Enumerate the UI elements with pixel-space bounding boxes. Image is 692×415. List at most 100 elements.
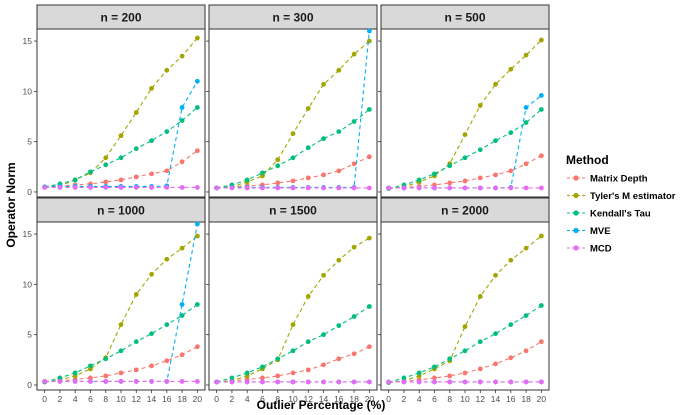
- x-tick-label: 20: [365, 394, 375, 404]
- data-point: [149, 85, 154, 91]
- data-point: [133, 146, 139, 152]
- data-point: [194, 148, 200, 154]
- data-point: [118, 379, 124, 384]
- y-tick-label: 5: [27, 330, 32, 340]
- data-point: [42, 185, 48, 190]
- data-point: [194, 221, 200, 227]
- data-point: [57, 185, 63, 190]
- data-point: [351, 161, 357, 167]
- data-point: [447, 185, 453, 191]
- data-point: [214, 379, 220, 385]
- data-point: [538, 37, 544, 43]
- data-point: [432, 375, 437, 381]
- legend-label: Kendall's Tau: [590, 209, 651, 220]
- data-point: [118, 177, 124, 183]
- data-point: [386, 379, 392, 385]
- y-tick-label: 15: [23, 36, 33, 46]
- legend-key-point: [573, 175, 579, 181]
- data-point: [493, 185, 498, 191]
- data-point: [508, 130, 514, 136]
- data-point: [508, 66, 514, 72]
- legend-label: MCD: [590, 244, 612, 255]
- data-point: [477, 175, 483, 181]
- data-point: [321, 172, 326, 178]
- data-point: [321, 272, 326, 278]
- x-tick-label: 8: [103, 394, 108, 404]
- legend-key-point: [573, 192, 579, 199]
- data-point: [164, 322, 170, 328]
- data-point: [336, 379, 342, 385]
- x-tick-label: 0: [386, 394, 391, 404]
- series-line: [44, 150, 198, 188]
- facet-panel-n-200: n = 200 0 5 10 15: [23, 4, 206, 200]
- series-line: [388, 305, 542, 383]
- facet-strip: [380, 197, 550, 223]
- data-point: [275, 373, 281, 379]
- data-point: [321, 136, 326, 142]
- data-point: [523, 245, 529, 251]
- data-point: [336, 257, 342, 263]
- x-tick-label: 10: [116, 394, 126, 404]
- series-line: [388, 155, 542, 189]
- x-tick-label: 16: [334, 394, 344, 404]
- facet-strip: [380, 4, 550, 30]
- data-point: [523, 348, 529, 354]
- data-point: [366, 185, 372, 191]
- x-axis-title: Outlier Percentage (%): [257, 398, 386, 412]
- data-point: [133, 339, 139, 345]
- data-point: [462, 324, 468, 330]
- x-tick-label: 10: [460, 394, 470, 404]
- legend: Method Matrix Depth Tyler's M estimator Ke…: [566, 153, 676, 255]
- series-line: [44, 107, 198, 188]
- data-point: [416, 379, 422, 385]
- data-point: [194, 233, 200, 239]
- panel-border: [36, 28, 206, 198]
- data-point: [305, 379, 311, 385]
- x-tick-label: 6: [432, 394, 437, 404]
- data-point: [179, 118, 185, 123]
- data-point: [305, 367, 311, 373]
- data-point: [523, 161, 529, 167]
- data-point: [103, 379, 109, 384]
- data-point: [275, 356, 281, 362]
- data-point: [260, 185, 265, 191]
- data-point: [164, 129, 170, 135]
- x-tick-label: 8: [447, 394, 452, 404]
- data-point: [366, 107, 372, 112]
- series-line: [44, 346, 198, 383]
- x-tick-label: 4: [417, 394, 422, 404]
- data-point: [275, 163, 281, 169]
- data-point: [118, 185, 124, 190]
- data-point: [366, 28, 372, 34]
- facet-panel-n-2000: n = 2000 0 2 4 6 8 10 12 14 16 18 20: [378, 197, 550, 404]
- data-point: [462, 178, 468, 184]
- data-point: [477, 366, 483, 372]
- y-tick-label: 0: [27, 380, 32, 390]
- facet-strip: [36, 197, 206, 223]
- data-point: [493, 272, 498, 278]
- data-point: [88, 379, 93, 384]
- series-mcd: [386, 379, 544, 385]
- data-point: [88, 185, 93, 190]
- data-point: [351, 314, 357, 319]
- data-point: [462, 379, 468, 385]
- data-point: [290, 348, 296, 354]
- data-point: [366, 154, 372, 160]
- data-point: [321, 362, 326, 368]
- data-point: [538, 379, 544, 385]
- data-point: [229, 185, 235, 191]
- data-point: [118, 348, 124, 354]
- series-tyler-s-m-estimator: [214, 38, 372, 191]
- data-point: [432, 171, 437, 177]
- data-point: [164, 358, 170, 364]
- data-point: [133, 367, 139, 373]
- data-point: [366, 344, 372, 350]
- data-point: [432, 185, 437, 191]
- data-point: [164, 379, 170, 384]
- data-point: [351, 51, 357, 57]
- data-point: [149, 331, 154, 337]
- series-line: [44, 37, 198, 188]
- data-point: [229, 379, 235, 385]
- data-point: [538, 93, 544, 98]
- y-tick-label: 0: [27, 187, 32, 197]
